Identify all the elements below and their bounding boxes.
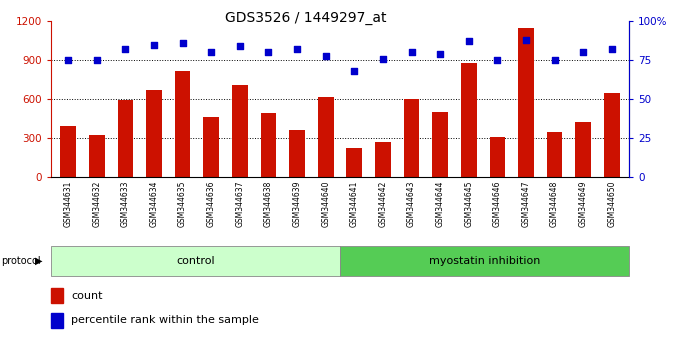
Text: GSM344645: GSM344645 [464, 181, 473, 227]
Text: ▶: ▶ [35, 256, 43, 266]
Bar [518, 28, 534, 177]
Bar [604, 93, 619, 177]
Point [292, 46, 303, 52]
Text: GSM344650: GSM344650 [607, 181, 616, 227]
Bar [175, 70, 190, 177]
Bar [260, 113, 276, 177]
Text: GSM344631: GSM344631 [64, 181, 73, 227]
Point [349, 68, 360, 74]
Text: GDS3526 / 1449297_at: GDS3526 / 1449297_at [225, 11, 387, 25]
Text: GSM344642: GSM344642 [379, 181, 388, 227]
Text: GSM344640: GSM344640 [321, 181, 330, 227]
Bar [203, 117, 219, 177]
Text: GSM344647: GSM344647 [522, 181, 530, 227]
Point [492, 57, 503, 63]
Point [578, 50, 589, 55]
Point [235, 43, 245, 49]
Bar [289, 130, 305, 177]
Text: GSM344641: GSM344641 [350, 181, 359, 227]
Point [320, 53, 331, 58]
Text: GSM344646: GSM344646 [493, 181, 502, 227]
Bar [51, 246, 340, 276]
Text: GSM344637: GSM344637 [235, 181, 244, 227]
Text: protocol: protocol [1, 256, 41, 266]
Text: GSM344633: GSM344633 [121, 181, 130, 227]
Point [120, 46, 131, 52]
Point [549, 57, 560, 63]
Point [63, 57, 73, 63]
Text: GSM344648: GSM344648 [550, 181, 559, 227]
Text: GSM344644: GSM344644 [436, 181, 445, 227]
Text: GSM344643: GSM344643 [407, 181, 416, 227]
Text: myostatin inhibition: myostatin inhibition [429, 256, 540, 266]
Bar [318, 97, 334, 177]
Bar [51, 288, 63, 303]
Text: GSM344638: GSM344638 [264, 181, 273, 227]
Bar [51, 313, 63, 328]
Bar [575, 122, 591, 177]
Point [377, 56, 388, 62]
Bar [432, 112, 448, 177]
Point [263, 50, 274, 55]
Bar [346, 148, 362, 177]
Text: GSM344634: GSM344634 [150, 181, 158, 227]
Point [148, 42, 159, 47]
Point [91, 57, 102, 63]
Bar [146, 90, 162, 177]
Point [607, 46, 617, 52]
Text: GSM344649: GSM344649 [579, 181, 588, 227]
Bar [461, 63, 477, 177]
Text: GSM344632: GSM344632 [92, 181, 101, 227]
Bar [340, 246, 629, 276]
Point [463, 39, 474, 44]
Bar [232, 85, 248, 177]
Point [521, 37, 532, 43]
Bar [375, 142, 391, 177]
Bar [547, 132, 562, 177]
Point [435, 51, 445, 57]
Point [406, 50, 417, 55]
Text: GSM344635: GSM344635 [178, 181, 187, 227]
Text: percentile rank within the sample: percentile rank within the sample [71, 315, 259, 325]
Bar [118, 101, 133, 177]
Bar [404, 99, 420, 177]
Text: GSM344639: GSM344639 [292, 181, 301, 227]
Text: control: control [176, 256, 215, 266]
Bar [490, 137, 505, 177]
Text: GSM344636: GSM344636 [207, 181, 216, 227]
Point [177, 40, 188, 46]
Bar [61, 126, 76, 177]
Text: count: count [71, 291, 103, 301]
Bar [89, 136, 105, 177]
Point [206, 50, 217, 55]
